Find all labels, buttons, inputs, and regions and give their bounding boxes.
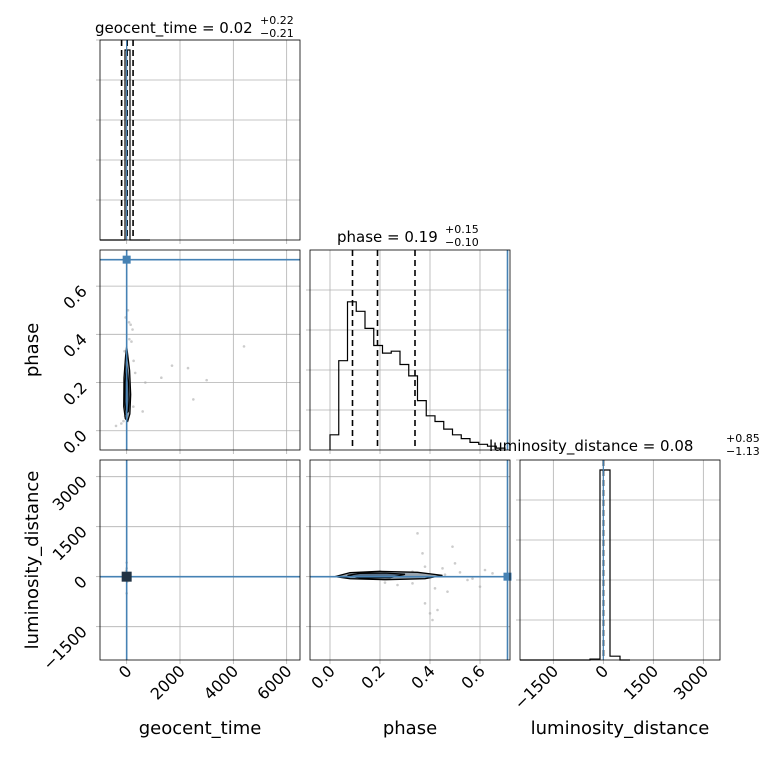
scatter-point bbox=[130, 340, 133, 343]
scatter-point bbox=[122, 419, 125, 423]
scatter-point bbox=[131, 328, 134, 331]
scatter-point bbox=[423, 565, 427, 568]
histogram-luminosity-distance bbox=[520, 469, 630, 661]
panel-phase-histogram: phase = 0.19 +0.15 −0.10 bbox=[306, 223, 511, 454]
panel-phase-vs-geocent-time bbox=[96, 249, 301, 454]
x-tick-label-geocent-time: 2000 bbox=[147, 661, 189, 703]
scatter-point bbox=[114, 424, 118, 428]
scatter-point bbox=[192, 398, 195, 401]
scatter-point bbox=[144, 381, 147, 384]
x-tick-label-luminosity-distance: 1500 bbox=[620, 661, 662, 703]
scatter-point bbox=[132, 359, 135, 363]
panel-frame bbox=[519, 459, 721, 661]
panel-ld-histogram: luminosity_distance = 0.08 +0.85 −1.13 bbox=[489, 432, 760, 664]
scatter-point bbox=[441, 567, 444, 570]
title-ld-plus: +0.85 bbox=[726, 432, 760, 445]
truth-marker bbox=[503, 572, 512, 581]
panel-frame bbox=[99, 459, 301, 661]
x-tick-label-geocent-time: 6000 bbox=[253, 661, 295, 703]
x-tick-label-luminosity-distance: 0 bbox=[592, 661, 613, 682]
x-tick-label-phase: 0.0 bbox=[307, 661, 338, 692]
x-tick-label-phase: 0.4 bbox=[407, 661, 438, 692]
title-phase: phase = 0.19 bbox=[337, 228, 438, 246]
scatter-point bbox=[160, 376, 163, 380]
truth-marker bbox=[122, 255, 131, 264]
scatter-point bbox=[491, 572, 494, 575]
scatter-point bbox=[411, 582, 414, 585]
y-tick-label-phase: 0.4 bbox=[59, 330, 90, 361]
title-phase-minus: −0.10 bbox=[445, 236, 479, 249]
panel-frame bbox=[99, 249, 301, 451]
x-tick-label-phase: 0.2 bbox=[357, 661, 388, 692]
x-tick-label-phase: 0.6 bbox=[457, 661, 488, 692]
scatter-point bbox=[453, 562, 457, 565]
ylabel-luminosity-distance: luminosity_distance bbox=[22, 471, 43, 650]
scatter-point bbox=[127, 320, 131, 324]
scatter-point bbox=[132, 405, 135, 408]
title-geocent-time-plus: +0.22 bbox=[260, 14, 294, 27]
xlabel-luminosity-distance: luminosity_distance bbox=[531, 718, 710, 739]
title-luminosity-distance: luminosity_distance = 0.08 bbox=[489, 437, 693, 456]
histogram-geocent-time bbox=[100, 49, 150, 241]
y-tick-label-luminosity-distance: 0 bbox=[70, 572, 91, 593]
dense-sample-marker bbox=[121, 571, 132, 582]
scatter-point bbox=[133, 371, 137, 375]
scatter-point bbox=[436, 608, 439, 612]
panel-geocent-time-histogram: geocent_time = 0.02 +0.22 −0.21 bbox=[95, 14, 301, 244]
scatter-point bbox=[446, 590, 449, 593]
y-tick-label-luminosity-distance: 3000 bbox=[49, 472, 91, 514]
panel-ld-vs-phase bbox=[306, 459, 512, 664]
scatter-point bbox=[466, 578, 469, 582]
panel-frame bbox=[99, 39, 301, 241]
scatter-point bbox=[483, 568, 487, 572]
scatter-point bbox=[433, 587, 437, 590]
scatter-point bbox=[423, 602, 427, 605]
panel-frame bbox=[309, 459, 511, 661]
scatter-point bbox=[120, 422, 123, 425]
x-tick-label-geocent-time: 4000 bbox=[200, 661, 242, 703]
scatter-point bbox=[383, 581, 387, 584]
scatter-point bbox=[451, 545, 454, 548]
scatter-point bbox=[242, 345, 246, 348]
y-tick-label-phase: 0.2 bbox=[59, 378, 90, 409]
xlabel-geocent-time: geocent_time bbox=[139, 718, 262, 739]
scatter-point bbox=[431, 618, 434, 622]
x-tick-label-luminosity-distance: −1500 bbox=[510, 661, 562, 713]
scatter-point bbox=[186, 366, 190, 370]
scatter-point bbox=[458, 571, 462, 574]
scatter-point bbox=[471, 577, 474, 580]
scatter-point bbox=[205, 378, 208, 382]
scatter-point bbox=[129, 323, 132, 326]
xlabel-phase: phase bbox=[383, 718, 437, 739]
ylabel-phase: phase bbox=[22, 323, 43, 377]
y-tick-label-phase: 0.0 bbox=[59, 426, 90, 457]
title-geocent-time: geocent_time = 0.02 bbox=[95, 19, 253, 38]
scatter-point bbox=[421, 552, 424, 555]
scatter-point bbox=[141, 410, 144, 413]
y-tick-label-luminosity-distance: 1500 bbox=[49, 522, 91, 564]
panel-frame bbox=[309, 249, 511, 451]
histogram-phase bbox=[329, 301, 506, 450]
title-phase-plus: +0.15 bbox=[445, 223, 479, 236]
scatter-point bbox=[396, 583, 399, 587]
scatter-point bbox=[416, 532, 419, 535]
scatter-point bbox=[128, 337, 131, 341]
panel-ld-vs-geocent-time bbox=[96, 459, 301, 664]
scatter-point bbox=[170, 364, 174, 367]
scatter-point bbox=[123, 349, 126, 353]
title-ld-minus: −1.13 bbox=[726, 445, 760, 458]
scatter-point bbox=[443, 573, 447, 576]
x-tick-label-geocent-time: 0 bbox=[115, 661, 136, 682]
scatter-point bbox=[478, 585, 482, 588]
x-tick-label-luminosity-distance: 3000 bbox=[670, 661, 712, 703]
title-geocent-time-minus: −0.21 bbox=[260, 27, 294, 40]
y-tick-label-phase: 0.6 bbox=[59, 282, 90, 313]
y-tick-label-luminosity-distance: −1500 bbox=[39, 622, 91, 674]
scatter-point bbox=[428, 612, 432, 615]
